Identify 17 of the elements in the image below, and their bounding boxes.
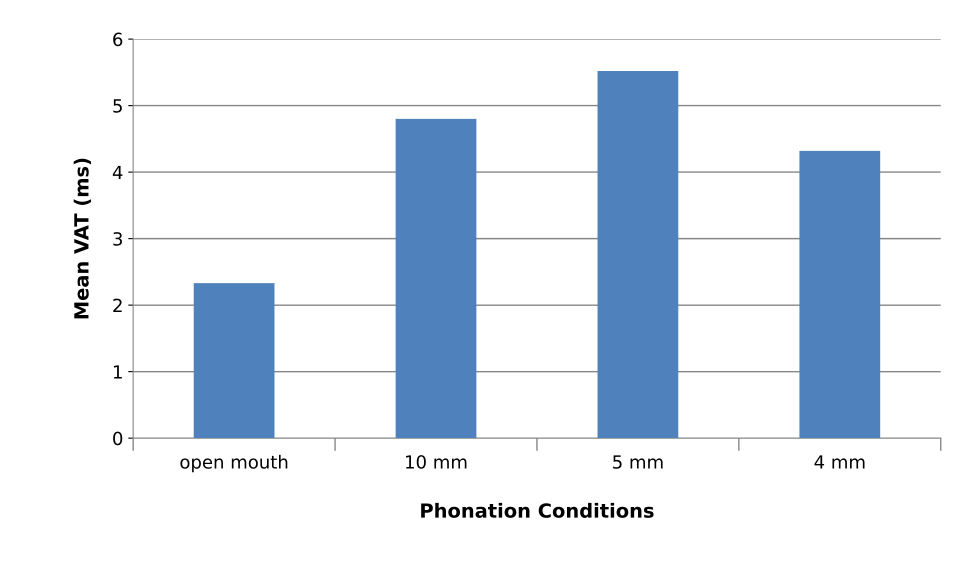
y-axis-title: Mean VAT (ms) <box>74 158 92 318</box>
x-axis-title: Phonation Conditions <box>421 502 654 518</box>
x-tick-label: 4 mm <box>814 455 864 469</box>
bar <box>194 283 274 438</box>
y-tick-label: 3 <box>113 232 122 246</box>
bar <box>598 71 678 438</box>
y-tick-label: 2 <box>113 298 122 312</box>
y-tick-label: 0 <box>113 432 122 446</box>
y-tick-label: 4 <box>112 166 122 179</box>
x-tick-label: 10 mm <box>406 455 466 469</box>
bar <box>799 150 880 438</box>
y-tick-label: 1 <box>114 365 122 378</box>
x-tick-label: 5 mm <box>613 455 663 469</box>
y-tick-label: 5 <box>113 99 122 113</box>
y-tick-label: 6 <box>113 32 122 46</box>
x-tick-label: open mouth <box>180 454 288 472</box>
bar <box>396 118 476 438</box>
